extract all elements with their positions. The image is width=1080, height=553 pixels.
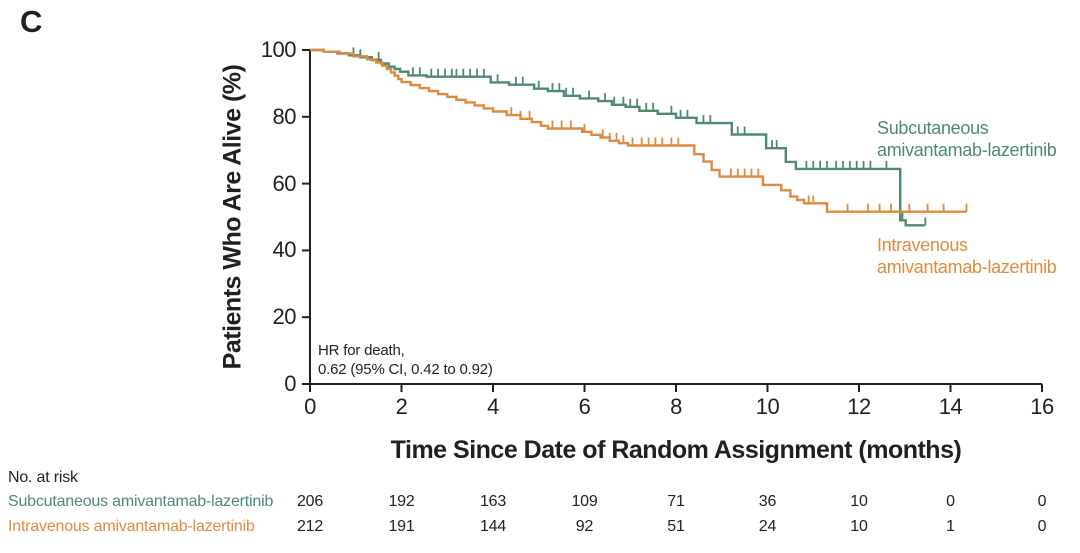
x-tick-label: 0 <box>304 394 316 419</box>
risk-value: 92 <box>575 518 594 535</box>
panel-label: C <box>20 4 43 39</box>
km-curve-intravenous <box>310 48 967 213</box>
series-label-intravenous-line1: Intravenous <box>877 235 968 255</box>
km-curve-subcutaneous <box>310 48 926 227</box>
risk-value: 0 <box>1037 518 1047 535</box>
y-tick-label: 60 <box>272 170 297 196</box>
series-label-intravenous: Intravenous amivantamab-lazertinib <box>877 234 1057 278</box>
risk-value: 0 <box>946 493 955 510</box>
x-tick-label: 12 <box>847 394 871 419</box>
x-tick-label: 16 <box>1030 394 1054 419</box>
hazard-ratio-line2: 0.62 (95% CI, 0.42 to 0.92) <box>318 361 493 378</box>
risk-value: 144 <box>479 518 507 535</box>
risk-value: 192 <box>388 493 415 510</box>
risk-value: 51 <box>667 518 685 535</box>
risk-value: 1 <box>946 518 955 535</box>
y-tick-label: 40 <box>272 237 297 263</box>
risk-value: 24 <box>758 518 777 535</box>
risk-value: 36 <box>758 493 777 510</box>
y-tick-label: 100 <box>260 37 297 62</box>
risk-value: 109 <box>571 493 598 510</box>
hazard-ratio-annotation: HR for death, 0.62 (95% CI, 0.42 to 0.92… <box>318 341 493 379</box>
y-tick-label: 0 <box>284 371 296 396</box>
x-tick-label: 6 <box>578 394 591 419</box>
series-label-subcutaneous: Subcutaneous amivantamab-lazertinib <box>877 117 1057 161</box>
series-label-subcutaneous-line2: amivantamab-lazertinib <box>877 140 1057 160</box>
risk-row-label-subcutaneous: Subcutaneous amivantamab-lazertinib <box>8 493 274 510</box>
y-tick-label: 80 <box>272 103 297 129</box>
risk-value: 10 <box>850 493 868 510</box>
x-tick-label: 10 <box>755 394 780 419</box>
series-label-subcutaneous-line1: Subcutaneous <box>877 118 989 138</box>
risk-row-label-intravenous: Intravenous amivantamab-lazertinib <box>8 518 255 535</box>
risk-value: 191 <box>388 518 415 535</box>
risk-value: 163 <box>479 493 507 510</box>
risk-value: 212 <box>296 518 324 535</box>
risk-value: 0 <box>1037 493 1047 510</box>
x-tick-label: 2 <box>395 394 408 419</box>
risk-value: 206 <box>296 493 324 510</box>
risk-value: 10 <box>850 518 868 535</box>
x-tick-label: 4 <box>487 394 499 419</box>
series-label-intravenous-line2: amivantamab-lazertinib <box>877 257 1057 277</box>
hazard-ratio-line1: HR for death, <box>318 342 405 359</box>
y-tick-label: 20 <box>272 304 297 330</box>
x-tick-label: 14 <box>938 394 963 419</box>
x-tick-label: 8 <box>670 394 682 419</box>
x-axis-title: Time Since Date of Random Assignment (mo… <box>390 436 962 464</box>
risk-table-title: No. at risk <box>8 469 78 486</box>
risk-value: 71 <box>667 493 685 510</box>
